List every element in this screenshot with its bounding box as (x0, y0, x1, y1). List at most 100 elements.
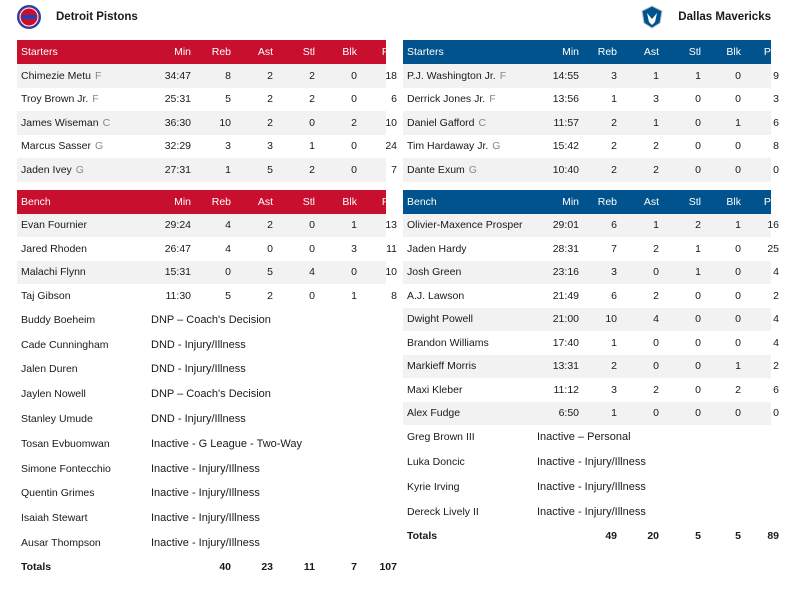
away-team-name[interactable]: Dallas Mavericks (678, 11, 771, 23)
player-name-cell: P.J. Washington Jr. F (403, 70, 537, 82)
player-name-link[interactable]: Chimezie Metu (21, 69, 92, 82)
player-name-link[interactable]: Olivier-Maxence Prosper (407, 219, 523, 232)
player-name-link[interactable]: Jared Rhoden (21, 242, 87, 255)
player-name-cell: Dwight Powell (403, 313, 537, 325)
player-name-link[interactable]: Luka Doncic (407, 456, 465, 469)
player-name-link[interactable]: Dereck Lively II (407, 505, 479, 518)
column-header-ast[interactable]: Ast (643, 46, 659, 58)
column-header-min[interactable]: Min (174, 195, 191, 208)
stat-stl: 1 (309, 140, 315, 153)
player-name-link[interactable]: Troy Brown Jr. (21, 93, 89, 106)
player-name-link[interactable]: Jaden Hardy (407, 242, 467, 255)
player-name-link[interactable]: Kyrie Irving (407, 480, 460, 493)
column-header-pts[interactable]: Pts (381, 195, 397, 208)
player-name-link[interactable]: Cade Cunningham (21, 338, 109, 351)
player-name-link[interactable]: Daniel Gafford (407, 116, 475, 129)
inactive-player-row: Buddy Boeheim DNP – Coach's Decision (17, 308, 386, 333)
column-header-stl[interactable]: Stl (302, 195, 315, 208)
player-name-link[interactable]: Taj Gibson (21, 289, 71, 302)
stat-blk: 0 (351, 163, 357, 176)
column-header-blk[interactable]: Blk (342, 195, 357, 208)
column-header-stl[interactable]: Stl (688, 195, 701, 208)
player-name-link[interactable]: Tim Hardaway Jr. (407, 140, 489, 153)
column-header-pts[interactable]: Pts (381, 46, 397, 58)
column-header-stl[interactable]: Stl (302, 46, 315, 58)
stat-min: 15:42 (552, 140, 579, 153)
player-position: G (492, 140, 501, 153)
player-name-link[interactable]: Malachi Flynn (21, 266, 86, 279)
column-header-ast[interactable]: Ast (257, 46, 273, 58)
column-header-ast[interactable]: Ast (257, 195, 273, 208)
player-name-link[interactable]: Marcus Sasser (21, 140, 92, 153)
stat-pts: 8 (773, 140, 779, 153)
player-status: DNP – Coach's Decision (151, 313, 271, 326)
stat-reb: 3 (611, 266, 617, 279)
column-header-reb[interactable]: Reb (597, 195, 617, 208)
player-name-link[interactable]: A.J. Lawson (407, 289, 465, 302)
column-header-blk[interactable]: Blk (726, 46, 741, 58)
column-header-min[interactable]: Min (174, 46, 191, 58)
player-name-link[interactable]: Markieff Morris (407, 360, 477, 373)
player-name-link[interactable]: Dante Exum (407, 163, 465, 176)
player-name-cell: Jalen Duren (17, 363, 151, 375)
player-name-link[interactable]: Stanley Umude (21, 413, 93, 426)
player-name-link[interactable]: Tosan Evbuomwan (21, 437, 110, 450)
player-status: Inactive - Injury/Illness (151, 462, 260, 475)
stat-stl: 0 (695, 140, 701, 153)
column-header-reb[interactable]: Reb (211, 195, 231, 208)
stat-min: 36:30 (164, 116, 191, 129)
player-name-cell: Quentin Grimes (17, 487, 151, 499)
player-name-link[interactable]: Simone Fontecchio (21, 462, 111, 475)
stat-min: 11:57 (553, 116, 580, 129)
player-name-link[interactable]: Greg Brown III (407, 431, 475, 444)
column-header-reb[interactable]: Reb (597, 46, 617, 58)
player-name-link[interactable]: Jaylen Nowell (21, 388, 86, 401)
column-header-pts[interactable]: Pts (763, 195, 779, 208)
stat-ast: 2 (267, 93, 273, 106)
inactive-player-row: Tosan Evbuomwan Inactive - G League - Two… (17, 431, 386, 456)
player-name-link[interactable]: P.J. Washington Jr. (407, 69, 496, 82)
player-name-link[interactable]: Alex Fudge (407, 407, 461, 420)
player-name-link[interactable]: James Wiseman (21, 116, 99, 129)
player-name-link[interactable]: Ausar Thompson (21, 537, 101, 550)
player-name-link[interactable]: Jalen Duren (21, 363, 78, 376)
column-header-pts[interactable]: Pts (763, 46, 779, 58)
stat-reb: 5 (225, 289, 231, 302)
stat-pts: 25 (767, 242, 779, 255)
inactive-player-row: Dereck Lively II Inactive - Injury/Illnes… (403, 499, 771, 524)
column-header-ast[interactable]: Ast (643, 195, 659, 208)
total-stl: 5 (695, 530, 701, 543)
player-name-link[interactable]: Quentin Grimes (21, 487, 95, 500)
stat-stl: 0 (695, 313, 701, 326)
column-header-blk[interactable]: Blk (726, 195, 741, 208)
stat-ast: 1 (653, 69, 659, 82)
column-header-stl[interactable]: Stl (688, 46, 701, 58)
player-name-link[interactable]: Josh Green (407, 266, 462, 279)
player-name-link[interactable]: Dwight Powell (407, 313, 473, 326)
column-header-min[interactable]: Min (562, 195, 579, 208)
player-name-link[interactable]: Brandon Williams (407, 336, 489, 349)
stat-ast: 2 (267, 219, 273, 232)
player-status: Inactive - Injury/Illness (151, 537, 260, 550)
player-name-link[interactable]: Derrick Jones Jr. (407, 93, 486, 106)
stat-pts: 2 (773, 289, 779, 302)
stat-reb: 8 (225, 69, 231, 82)
stat-ast: 1 (653, 219, 659, 232)
player-name-link[interactable]: Buddy Boeheim (21, 313, 96, 326)
player-name-link[interactable]: Jaden Ivey (21, 163, 72, 176)
player-name-link[interactable]: Evan Fournier (21, 219, 87, 232)
player-position: F (92, 93, 99, 106)
total-ast: 20 (647, 530, 659, 543)
column-header-min[interactable]: Min (562, 46, 579, 58)
stat-reb: 7 (611, 242, 617, 255)
column-header-reb[interactable]: Reb (211, 46, 231, 58)
player-name-cell: Josh Green (403, 266, 537, 278)
player-name-link[interactable]: Isaiah Stewart (21, 512, 88, 525)
total-reb: 40 (219, 561, 231, 574)
player-status: Inactive – Personal (537, 431, 631, 444)
player-name-link[interactable]: Maxi Kleber (407, 383, 463, 396)
home-team-name[interactable]: Detroit Pistons (56, 11, 138, 23)
stat-stl: 1 (695, 242, 701, 255)
column-header-blk[interactable]: Blk (342, 46, 357, 58)
player-position: F (499, 69, 507, 82)
